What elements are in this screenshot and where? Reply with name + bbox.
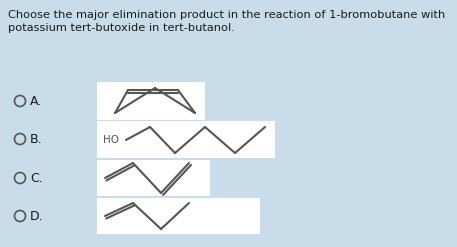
Bar xyxy=(97,198,260,234)
Text: C.: C. xyxy=(30,171,43,185)
Text: A.: A. xyxy=(30,95,42,107)
Bar xyxy=(97,82,205,120)
Bar xyxy=(97,121,275,158)
Text: D.: D. xyxy=(30,209,43,223)
Text: HO: HO xyxy=(103,135,119,145)
Text: B.: B. xyxy=(30,132,43,145)
Text: Choose the major elimination product in the reaction of 1-bromobutane with: Choose the major elimination product in … xyxy=(8,10,445,20)
Bar xyxy=(97,160,210,196)
Text: potassium tert-butoxide in tert-butanol.: potassium tert-butoxide in tert-butanol. xyxy=(8,23,235,33)
